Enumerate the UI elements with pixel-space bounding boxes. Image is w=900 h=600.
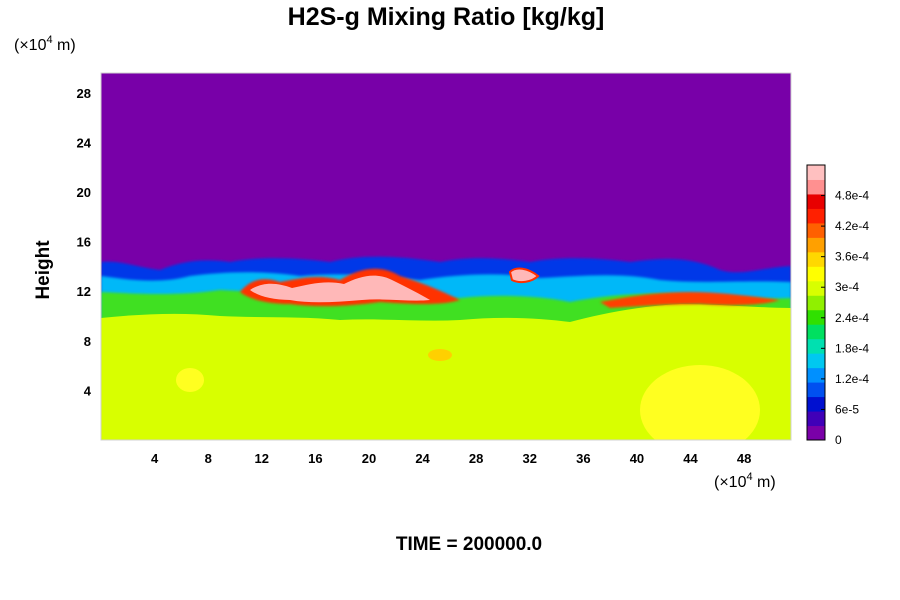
x-tick-label: 44 xyxy=(683,451,698,466)
plume-pink-right xyxy=(508,267,540,284)
colorbar-segment xyxy=(807,251,825,267)
x-tick-label: 4 xyxy=(151,451,159,466)
colorbar xyxy=(806,164,826,441)
x-tick-label: 8 xyxy=(205,451,212,466)
time-label: TIME = 200000.0 xyxy=(396,534,542,555)
y-axis-label: Height xyxy=(33,240,54,300)
colorbar-tick-label: 4.2e-4 xyxy=(835,219,869,233)
x-tick-label: 32 xyxy=(523,451,537,466)
y-tick-label: 12 xyxy=(77,284,91,299)
colorbar-segment xyxy=(807,193,825,209)
colorbar-tick-label: 1.8e-4 xyxy=(835,341,869,355)
x-unit-label: (×104 m) xyxy=(714,471,776,491)
x-tick-label: 20 xyxy=(362,451,376,466)
lower-patch xyxy=(640,365,760,440)
x-tick-label: 24 xyxy=(415,451,430,466)
heatmap-plot-area xyxy=(101,73,791,440)
colorbar-tick-label: 6e-5 xyxy=(835,402,859,416)
y-unit-label: (×104 m) xyxy=(14,34,76,54)
colorbar-segment xyxy=(807,382,825,398)
colorbar-tick-label: 0 xyxy=(835,433,842,447)
lower-patch xyxy=(176,368,204,392)
y-tick-label: 20 xyxy=(77,185,91,200)
y-tick-label: 28 xyxy=(77,86,91,101)
colorbar-segment xyxy=(807,237,825,253)
colorbar-segment xyxy=(807,280,825,296)
chart-title: H2S-g Mixing Ratio [kg/kg] xyxy=(288,3,605,31)
colorbar-segment xyxy=(807,324,825,340)
x-tick-label: 12 xyxy=(255,451,269,466)
y-axis-ticks: 4 8 12 16 20 24 28 xyxy=(77,86,92,399)
colorbar-segment xyxy=(807,309,825,325)
colorbar-segment xyxy=(807,367,825,383)
colorbar-segment xyxy=(807,353,825,369)
colorbar-segment xyxy=(807,222,825,238)
colorbar-tick-label: 2.4e-4 xyxy=(835,311,869,325)
y-tick-label: 8 xyxy=(84,334,91,349)
y-tick-label: 24 xyxy=(77,135,92,150)
colorbar-segment xyxy=(807,266,825,282)
plot-frame xyxy=(100,72,792,441)
colorbar-segment xyxy=(807,396,825,412)
colorbar-tick-label: 3e-4 xyxy=(835,280,859,294)
plume-red-right xyxy=(600,292,780,308)
colorbar-segment xyxy=(807,338,825,354)
colorbar-tick-label: 4.8e-4 xyxy=(835,189,869,203)
colorbar-tick-label: 3.6e-4 xyxy=(835,250,869,264)
y-tick-label: 16 xyxy=(77,235,91,250)
y-tick-label: 4 xyxy=(84,383,92,398)
colorbar-segment xyxy=(807,411,825,427)
colorbar-tick-label: 1.2e-4 xyxy=(835,372,869,386)
colorbar-segment xyxy=(807,208,825,224)
colorbar-segment xyxy=(807,425,825,441)
colorbar-ticks: 0 6e-5 1.2e-4 1.8e-4 2.4e-4 3e-4 3.6e-4 4.2e-4 4… xyxy=(821,189,869,447)
colorbar-segment xyxy=(807,165,825,180)
colorbar-segment xyxy=(807,295,825,311)
x-axis-ticks: 4 8 12 16 20 24 28 32 36 40 44 48 xyxy=(151,451,751,466)
x-tick-label: 40 xyxy=(630,451,644,466)
colorbar-segment xyxy=(807,179,825,195)
lower-layer-region xyxy=(101,304,791,440)
x-tick-label: 28 xyxy=(469,451,483,466)
x-tick-label: 36 xyxy=(576,451,590,466)
x-tick-label: 16 xyxy=(308,451,322,466)
colorbar-frame xyxy=(806,164,826,441)
plume-pink xyxy=(250,275,430,303)
lower-patch xyxy=(428,349,452,361)
x-tick-label: 48 xyxy=(737,451,751,466)
